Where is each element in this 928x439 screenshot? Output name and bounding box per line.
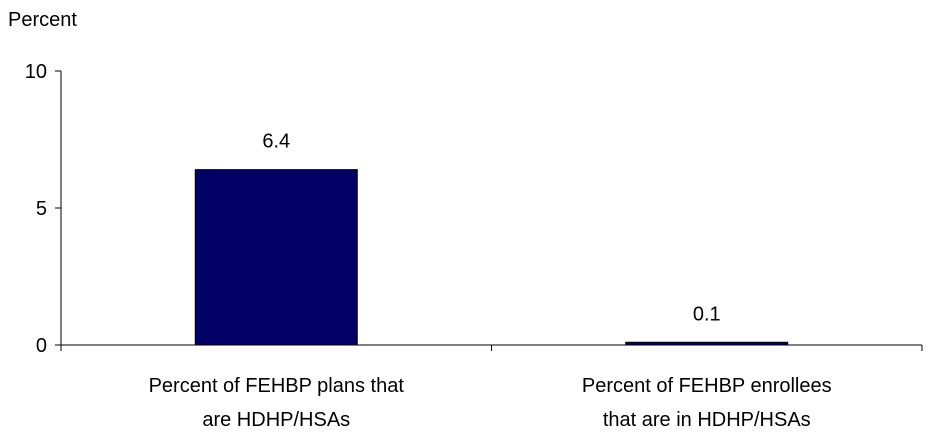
- x-category-label: Percent of FEHBP plans that are HDHP/HSAs: [149, 375, 405, 431]
- x-category-label: Percent of FEHBP enrollees that are in HD…: [582, 375, 832, 431]
- data-label: 6.4: [262, 131, 290, 153]
- bar: [625, 341, 789, 346]
- x-category-label-line: Percent of FEHBP enrollees: [582, 375, 832, 397]
- labels: 6.4 Percent of FEHBP plans that are HDHP/H…: [149, 131, 832, 431]
- x-category-label-line: are HDHP/HSAs: [202, 409, 350, 431]
- bar: [194, 169, 358, 346]
- y-axis-label: Percent: [8, 9, 77, 31]
- data-label: 0.1: [693, 303, 721, 325]
- y-tick-label: 0: [36, 335, 47, 357]
- bars: [194, 169, 789, 346]
- y-tick-label: 10: [25, 61, 47, 83]
- axes: 0 5 10: [25, 61, 923, 357]
- x-category-label-line: Percent of FEHBP plans that: [149, 375, 405, 397]
- y-tick-label: 5: [36, 198, 47, 220]
- x-category-label-line: that are in HDHP/HSAs: [603, 409, 811, 431]
